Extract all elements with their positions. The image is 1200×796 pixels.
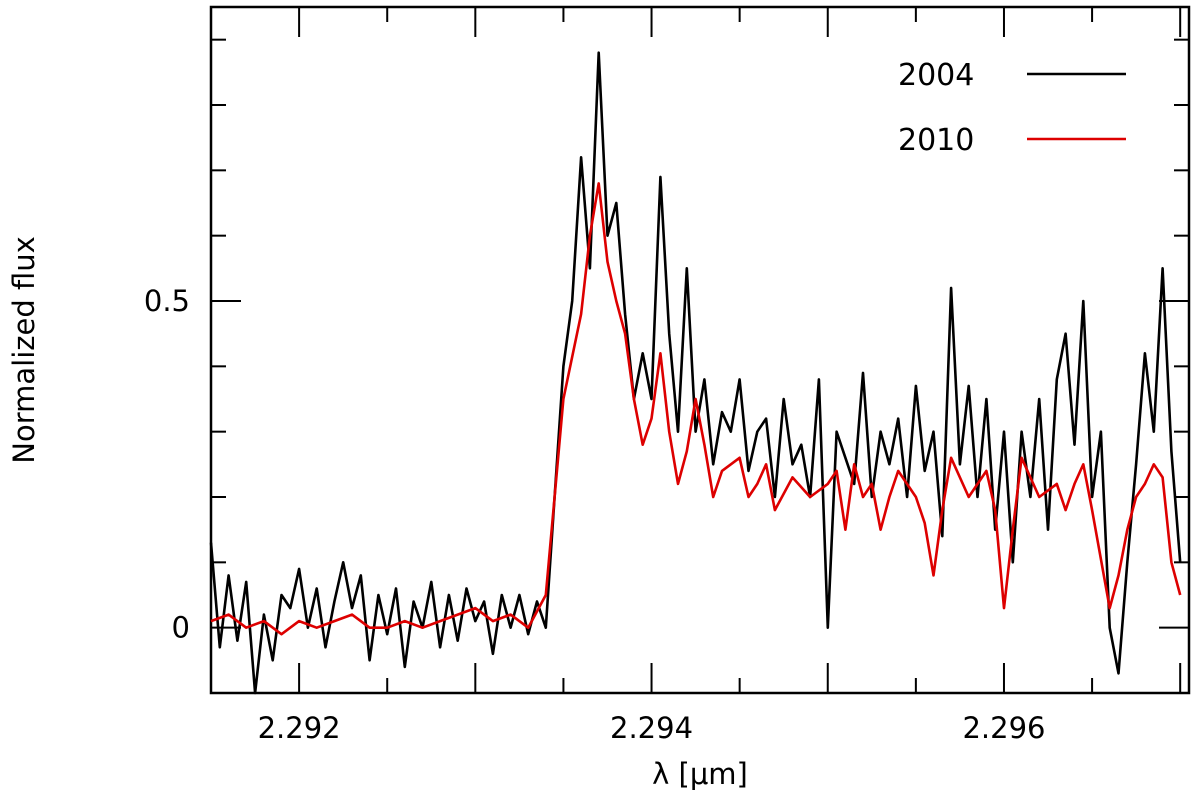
x-tick-label: 2.292 <box>258 711 341 745</box>
plot-frame <box>209 5 1191 695</box>
x-tick-label: 2.294 <box>610 711 693 745</box>
legend: 2004 2010 <box>898 58 1126 158</box>
x-axis-label: λ [μm] <box>652 757 748 791</box>
legend-label-2010: 2010 <box>898 123 974 158</box>
y-axis-label: Normalized flux <box>7 236 41 463</box>
y-tick-label: 0 <box>172 611 190 645</box>
y-tick-label: 0.5 <box>144 284 190 318</box>
series-line-2004 <box>209 51 1182 695</box>
x-tick-label: 2.296 <box>962 711 1045 745</box>
series-group <box>209 51 1182 695</box>
tick-labels: 2.292 2.294 2.296 0 0.5 <box>144 284 1046 745</box>
legend-label-2004: 2004 <box>898 58 974 93</box>
series-line-2010 <box>210 182 1182 636</box>
axis-ticks <box>210 7 1189 694</box>
